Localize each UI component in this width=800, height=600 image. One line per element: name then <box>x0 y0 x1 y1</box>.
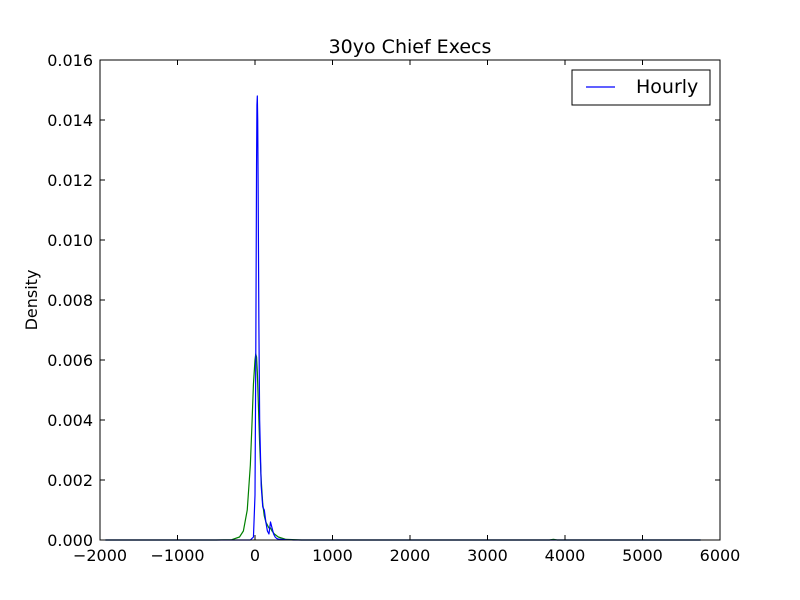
plot-frame <box>99 59 721 541</box>
y-tick-label: 0.002 <box>47 471 93 490</box>
legend: Hourly <box>571 69 711 106</box>
y-tick-label: 0.014 <box>47 111 93 130</box>
y-tick-label: 0.016 <box>47 51 93 70</box>
x-tick-label: 0 <box>250 546 260 565</box>
y-axis-label: Density <box>22 270 41 331</box>
legend-label-hourly: Hourly <box>636 76 698 98</box>
x-tick-label: 1000 <box>312 546 353 565</box>
axis-ticks: −2000 −1000 0 1000 2000 3000 4000 5000 6000 0.000… <box>47 51 740 565</box>
plot-area <box>105 95 701 541</box>
y-tick-label: 0.010 <box>47 231 93 250</box>
y-tick-label: 0.000 <box>47 531 93 550</box>
x-tick-label: −2000 <box>73 546 127 565</box>
y-tick-label: 0.004 <box>47 411 93 430</box>
x-tick-label: 6000 <box>700 546 741 565</box>
y-tick-label: 0.012 <box>47 171 93 190</box>
y-tick-label: 0.008 <box>47 291 93 310</box>
chart-title: 30yo Chief Execs <box>329 36 492 58</box>
x-tick-label: 4000 <box>545 546 586 565</box>
x-tick-label: −1000 <box>150 546 204 565</box>
y-tick-label: 0.006 <box>47 351 93 370</box>
series-line-hourly <box>105 95 701 541</box>
x-tick-label: 5000 <box>622 546 663 565</box>
series-line-1 <box>105 353 701 541</box>
x-tick-label: 3000 <box>467 546 508 565</box>
x-tick-label: 2000 <box>390 546 431 565</box>
